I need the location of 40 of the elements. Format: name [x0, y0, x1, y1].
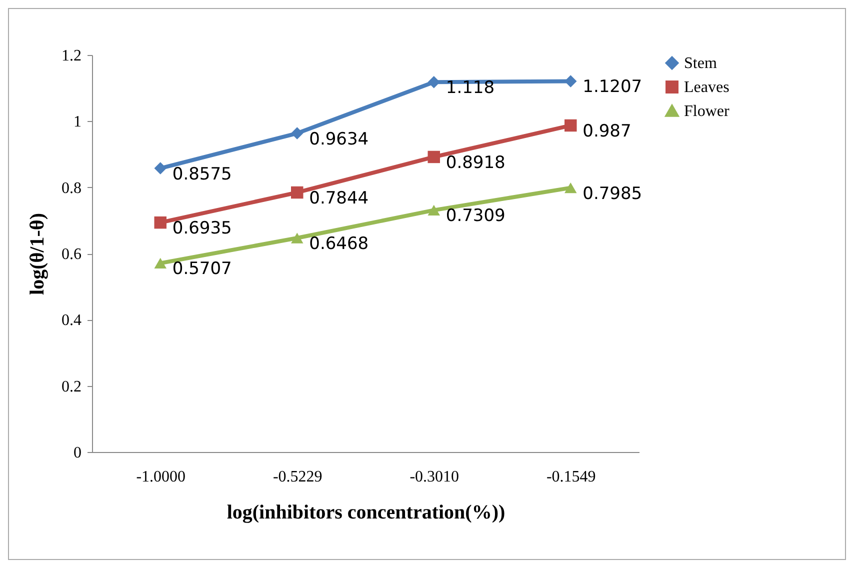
- y-axis-title: log(θ/1-θ): [26, 213, 48, 295]
- data-label: 0.8575: [172, 164, 232, 184]
- data-label: 0.9634: [309, 129, 369, 150]
- legend-label: Leaves: [684, 79, 730, 96]
- point: [154, 162, 166, 174]
- y-tick-label: 0.6: [62, 246, 82, 263]
- point: [291, 232, 304, 244]
- y-tick-label: 0: [74, 444, 82, 462]
- legend-label: Stem: [684, 55, 718, 72]
- data-label: 0.8918: [446, 152, 506, 173]
- data-label: 1.118: [446, 78, 495, 98]
- data-label: 0.987: [582, 121, 632, 142]
- x-tick-label: -0.3010: [410, 468, 460, 486]
- y-tick-label: 0.8: [62, 180, 82, 197]
- y-tick-label: 1: [74, 114, 82, 131]
- y-tick-label: 0.4: [62, 312, 82, 330]
- point: [291, 186, 304, 199]
- x-tick-label: -0.1549: [546, 468, 596, 486]
- point: [428, 150, 440, 164]
- y-tick-label: 1.2: [62, 48, 82, 64]
- data-label: 0.5707: [172, 259, 232, 280]
- x-tick-label: -0.5229: [272, 468, 322, 486]
- point: [428, 204, 440, 216]
- point: [564, 75, 577, 88]
- point: [154, 258, 166, 268]
- legend-label: Flower: [684, 103, 730, 120]
- x-tick-label: -1.0000: [136, 468, 186, 486]
- point: [154, 216, 166, 229]
- point: [291, 127, 304, 140]
- data-label: 0.7309: [446, 206, 506, 226]
- data-label: 1.1207: [582, 77, 642, 98]
- x-axis-title: log(inhibitors concentration(%)): [226, 502, 506, 524]
- point: [564, 182, 577, 194]
- data-label: 0.7844: [309, 188, 369, 208]
- point: [428, 76, 440, 88]
- data-label: 0.6935: [172, 218, 232, 239]
- data-label: 0.7985: [582, 184, 642, 204]
- point: [564, 119, 577, 132]
- data-label: 0.6468: [309, 234, 369, 254]
- y-tick-label: 0.2: [62, 378, 82, 396]
